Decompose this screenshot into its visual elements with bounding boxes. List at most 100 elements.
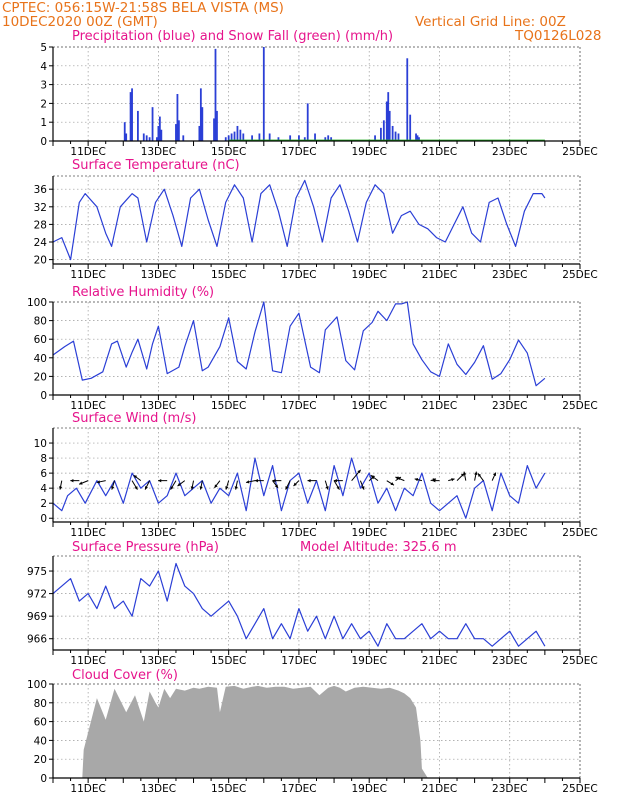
wind-arrow-head [285, 486, 289, 490]
wind-arrow-head [357, 469, 361, 474]
precip-bar [157, 125, 160, 141]
wind-arrow-head [225, 486, 229, 490]
rh-panel: 0 20 40 60 80 100 11DEC 13DEC 15DEC 17DEC 19DEC 21D… [27, 297, 598, 412]
precip-bar [391, 125, 394, 141]
wind-arrow-head [414, 477, 419, 482]
precip-bar [148, 137, 151, 141]
rh-xtick-label: 25DEC [562, 400, 597, 412]
precip-bar [213, 118, 215, 141]
wind-arrow-head [158, 478, 162, 483]
precip-bar [131, 88, 133, 141]
wind-arrow-head [477, 473, 482, 477]
precip-bar [330, 137, 333, 141]
wind-ytick-label: 6 [40, 468, 47, 480]
wind-ytick-label: 4 [40, 483, 47, 495]
grid-note: Vertical Grid Line: 00Z [415, 14, 566, 30]
cloud-ytick-label: 0 [40, 773, 47, 785]
precip-bar [125, 133, 128, 141]
cloud-ytick-label: 80 [34, 698, 47, 710]
pressure-xtick-label: 25DEC [562, 655, 597, 667]
rh-ytick-label: 0 [40, 390, 47, 402]
precip-bar [142, 133, 145, 141]
temp-series-line [52, 179, 546, 261]
wind-title: Surface Wind (m/s) [72, 411, 196, 426]
precip-ytick-label: 5 [40, 42, 47, 54]
precip-bar [324, 137, 327, 141]
rh-ytick-label: 80 [34, 316, 47, 328]
wind-arrow-head [246, 480, 250, 484]
wind-arrow-head [144, 486, 148, 490]
rh-ytick-label: 60 [34, 334, 47, 346]
rh-xtick-label: 11DEC [70, 400, 105, 412]
precip-bar [158, 116, 161, 141]
cloud-ytick-label: 60 [34, 717, 47, 729]
precip-xtick-label: 21DEC [422, 146, 457, 158]
wind-arrow-head [111, 486, 115, 490]
temp-ytick-label: 20 [34, 255, 47, 267]
precip-bar [160, 129, 163, 141]
cloud-xtick-label: 17DEC [281, 783, 316, 795]
pressure-title: Surface Pressure (hPa) [72, 540, 219, 555]
precip-bar [258, 133, 261, 141]
precip-bar [227, 135, 230, 141]
cloud-xtick-label: 23DEC [492, 783, 527, 795]
wind-arrow-head [432, 478, 436, 483]
precip-bar [224, 137, 227, 141]
precip-bar [239, 129, 242, 141]
wind-xtick-label: 25DEC [562, 527, 597, 539]
precip-bar [418, 137, 420, 141]
precip-ytick-label: 3 [40, 80, 47, 92]
wind-arrow-head [370, 475, 375, 479]
temp-xtick-label: 19DEC [351, 269, 386, 281]
precip-bar [182, 135, 185, 141]
panels: 0 1 2 3 4 5 11DEC 13DEC 15DEC 17DEC 19DEC 21DEC 23DE… [27, 42, 598, 795]
precip-panel: 0 1 2 3 4 5 11DEC 13DEC 15DEC 17DEC 19DEC 21DEC 23DE… [40, 42, 597, 158]
precip-bar [416, 135, 419, 141]
precip-xtick-label: 23DEC [492, 146, 527, 158]
wind-arrow-head [70, 478, 74, 483]
cloud-xtick-label: 13DEC [141, 783, 176, 795]
temp-ytick-label: 32 [34, 202, 47, 214]
precip-bar [201, 107, 204, 141]
wind-ytick-label: 0 [40, 513, 47, 525]
wind-arrow-head [190, 486, 194, 490]
wind-arrow-head [474, 471, 478, 475]
rh-ytick-label: 100 [27, 297, 47, 309]
rh-xtick-label: 23DEC [492, 400, 527, 412]
wind-arrow-head [395, 476, 399, 480]
precip-bar [289, 135, 292, 141]
cloud-ytick-label: 40 [34, 735, 47, 747]
wind-arrow-head [214, 484, 218, 488]
precip-xtick-label: 19DEC [351, 146, 386, 158]
cloud-xtick-label: 21DEC [422, 783, 457, 795]
rh-ytick-label: 20 [34, 371, 47, 383]
precip-xtick-label: 15DEC [211, 146, 246, 158]
precip-bar [175, 124, 177, 141]
pressure-xtick-label: 21DEC [422, 655, 457, 667]
rh-series-line [52, 301, 546, 387]
precip-bar [233, 131, 236, 141]
precip-bar [409, 114, 412, 141]
temp-xtick-label: 15DEC [211, 269, 246, 281]
temp-ytick-label: 28 [34, 219, 47, 231]
precip-ytick-label: 2 [40, 98, 47, 110]
temp-title: Surface Temperature (nC) [72, 158, 240, 173]
wind-xtick-label: 23DEC [492, 527, 527, 539]
precip-bar [137, 110, 139, 141]
pressure-series-line [52, 562, 546, 647]
pressure-xtick-label: 13DEC [141, 655, 176, 667]
wind-arrow-head [170, 486, 174, 490]
wind-arrow-head [272, 478, 276, 483]
pressure-ytick-label: 966 [27, 634, 47, 646]
wind-arrow-head [199, 486, 203, 490]
wind-xtick-label: 17DEC [281, 527, 316, 539]
wind-arrow-head [361, 486, 365, 490]
precip-bar [156, 137, 158, 141]
pressure-ytick-label: 972 [27, 589, 47, 601]
temp-xtick-label: 13DEC [141, 269, 176, 281]
cloud-cover-area [53, 685, 545, 778]
precip-bar [298, 135, 300, 141]
precip-bar [314, 133, 316, 141]
wind-arrow-head [492, 472, 497, 477]
wind-arrow-head [390, 482, 394, 486]
